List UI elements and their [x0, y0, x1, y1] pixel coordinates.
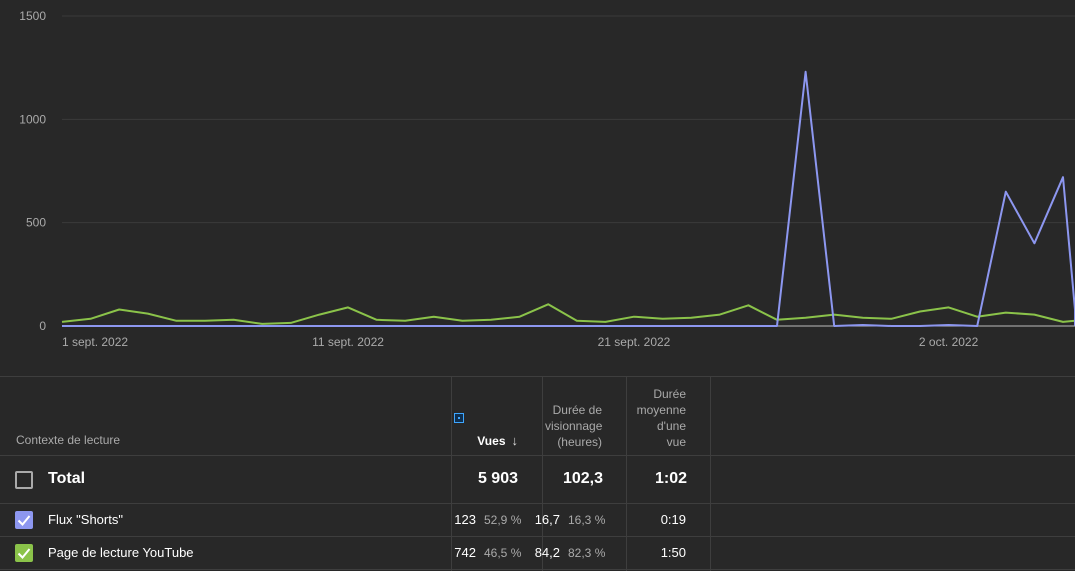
table-row: Page de lecture YouTube 742 46,5 % 84,2 …: [0, 537, 1075, 569]
total-checkbox[interactable]: [15, 471, 33, 489]
sort-down-arrow-icon: ↓: [511, 433, 519, 448]
check-icon: [17, 515, 31, 526]
row-label: Flux "Shorts": [48, 512, 123, 527]
table-row-total: Total 5 903 102,3 1:02: [0, 456, 1075, 503]
avg-duration-header-line-1: Durée: [653, 387, 686, 401]
series-line-shorts: [62, 70, 1075, 327]
row-label: Page de lecture YouTube: [48, 545, 194, 560]
x-tick-label: 11 sept. 2022: [312, 335, 384, 349]
row-watch-pct: 16,3 %: [568, 513, 606, 527]
views-header-label: Vues: [477, 433, 506, 448]
y-tick-label: 1500: [19, 9, 46, 23]
total-label: Total: [48, 470, 86, 487]
watch-time-header-line-3: (heures): [557, 435, 602, 449]
y-tick-label: 0: [39, 319, 46, 333]
row-watch-pct: 82,3 %: [568, 546, 606, 560]
info-icon[interactable]: [454, 413, 464, 423]
row-watch-time: 16,7: [534, 512, 560, 527]
views-column-header[interactable]: Vues ↓: [477, 433, 518, 448]
row-views-pct: 46,5 %: [484, 546, 522, 560]
row-avg-duration: 1:50: [660, 545, 686, 560]
row-views: 123: [454, 512, 476, 527]
watch-time-header-line-1: Durée de: [552, 403, 602, 417]
check-icon: [17, 548, 31, 559]
total-views: 5 903: [477, 470, 518, 487]
total-watch-time: 102,3: [562, 470, 603, 487]
row-checkbox-shorts[interactable]: [15, 511, 33, 529]
row-views-pct: 52,9 %: [484, 513, 522, 527]
line-chart: 1500 1000 500 0 1 sept. 2022 11 sept. 2022 21…: [19, 9, 1075, 349]
x-tick-label: 21 sept. 2022: [598, 335, 671, 349]
row-avg-duration: 0:19: [660, 512, 686, 527]
row-watch-time: 84,2: [534, 545, 560, 560]
avg-duration-header-line-3: d'une: [657, 419, 686, 433]
y-tick-label: 1000: [19, 112, 46, 126]
row-views: 742: [454, 545, 476, 560]
y-tick-label: 500: [26, 216, 46, 230]
watch-time-column-header[interactable]: Durée de visionnage (heures): [545, 402, 602, 450]
avg-duration-header-line-4: vue: [666, 435, 686, 449]
total-avg-duration: 1:02: [654, 470, 687, 487]
series-line-watch-page: [61, 303, 1075, 325]
x-tick-label: 2 oct. 2022: [919, 335, 979, 349]
table-row: Flux "Shorts" 123 52,9 % 16,7 16,3 % 0:1…: [0, 504, 1075, 536]
avg-duration-header-line-2: moyenne: [636, 403, 686, 417]
traffic-table: Contexte de lecture Vues ↓ Durée de visi…: [0, 376, 1075, 571]
context-column-header[interactable]: Contexte de lecture: [16, 433, 121, 447]
watch-time-header-line-2: visionnage: [545, 419, 603, 433]
avg-duration-column-header[interactable]: Durée moyenne d'une vue: [628, 386, 686, 450]
x-tick-label: 1 sept. 2022: [62, 335, 128, 349]
row-checkbox-watch-page[interactable]: [15, 544, 33, 562]
